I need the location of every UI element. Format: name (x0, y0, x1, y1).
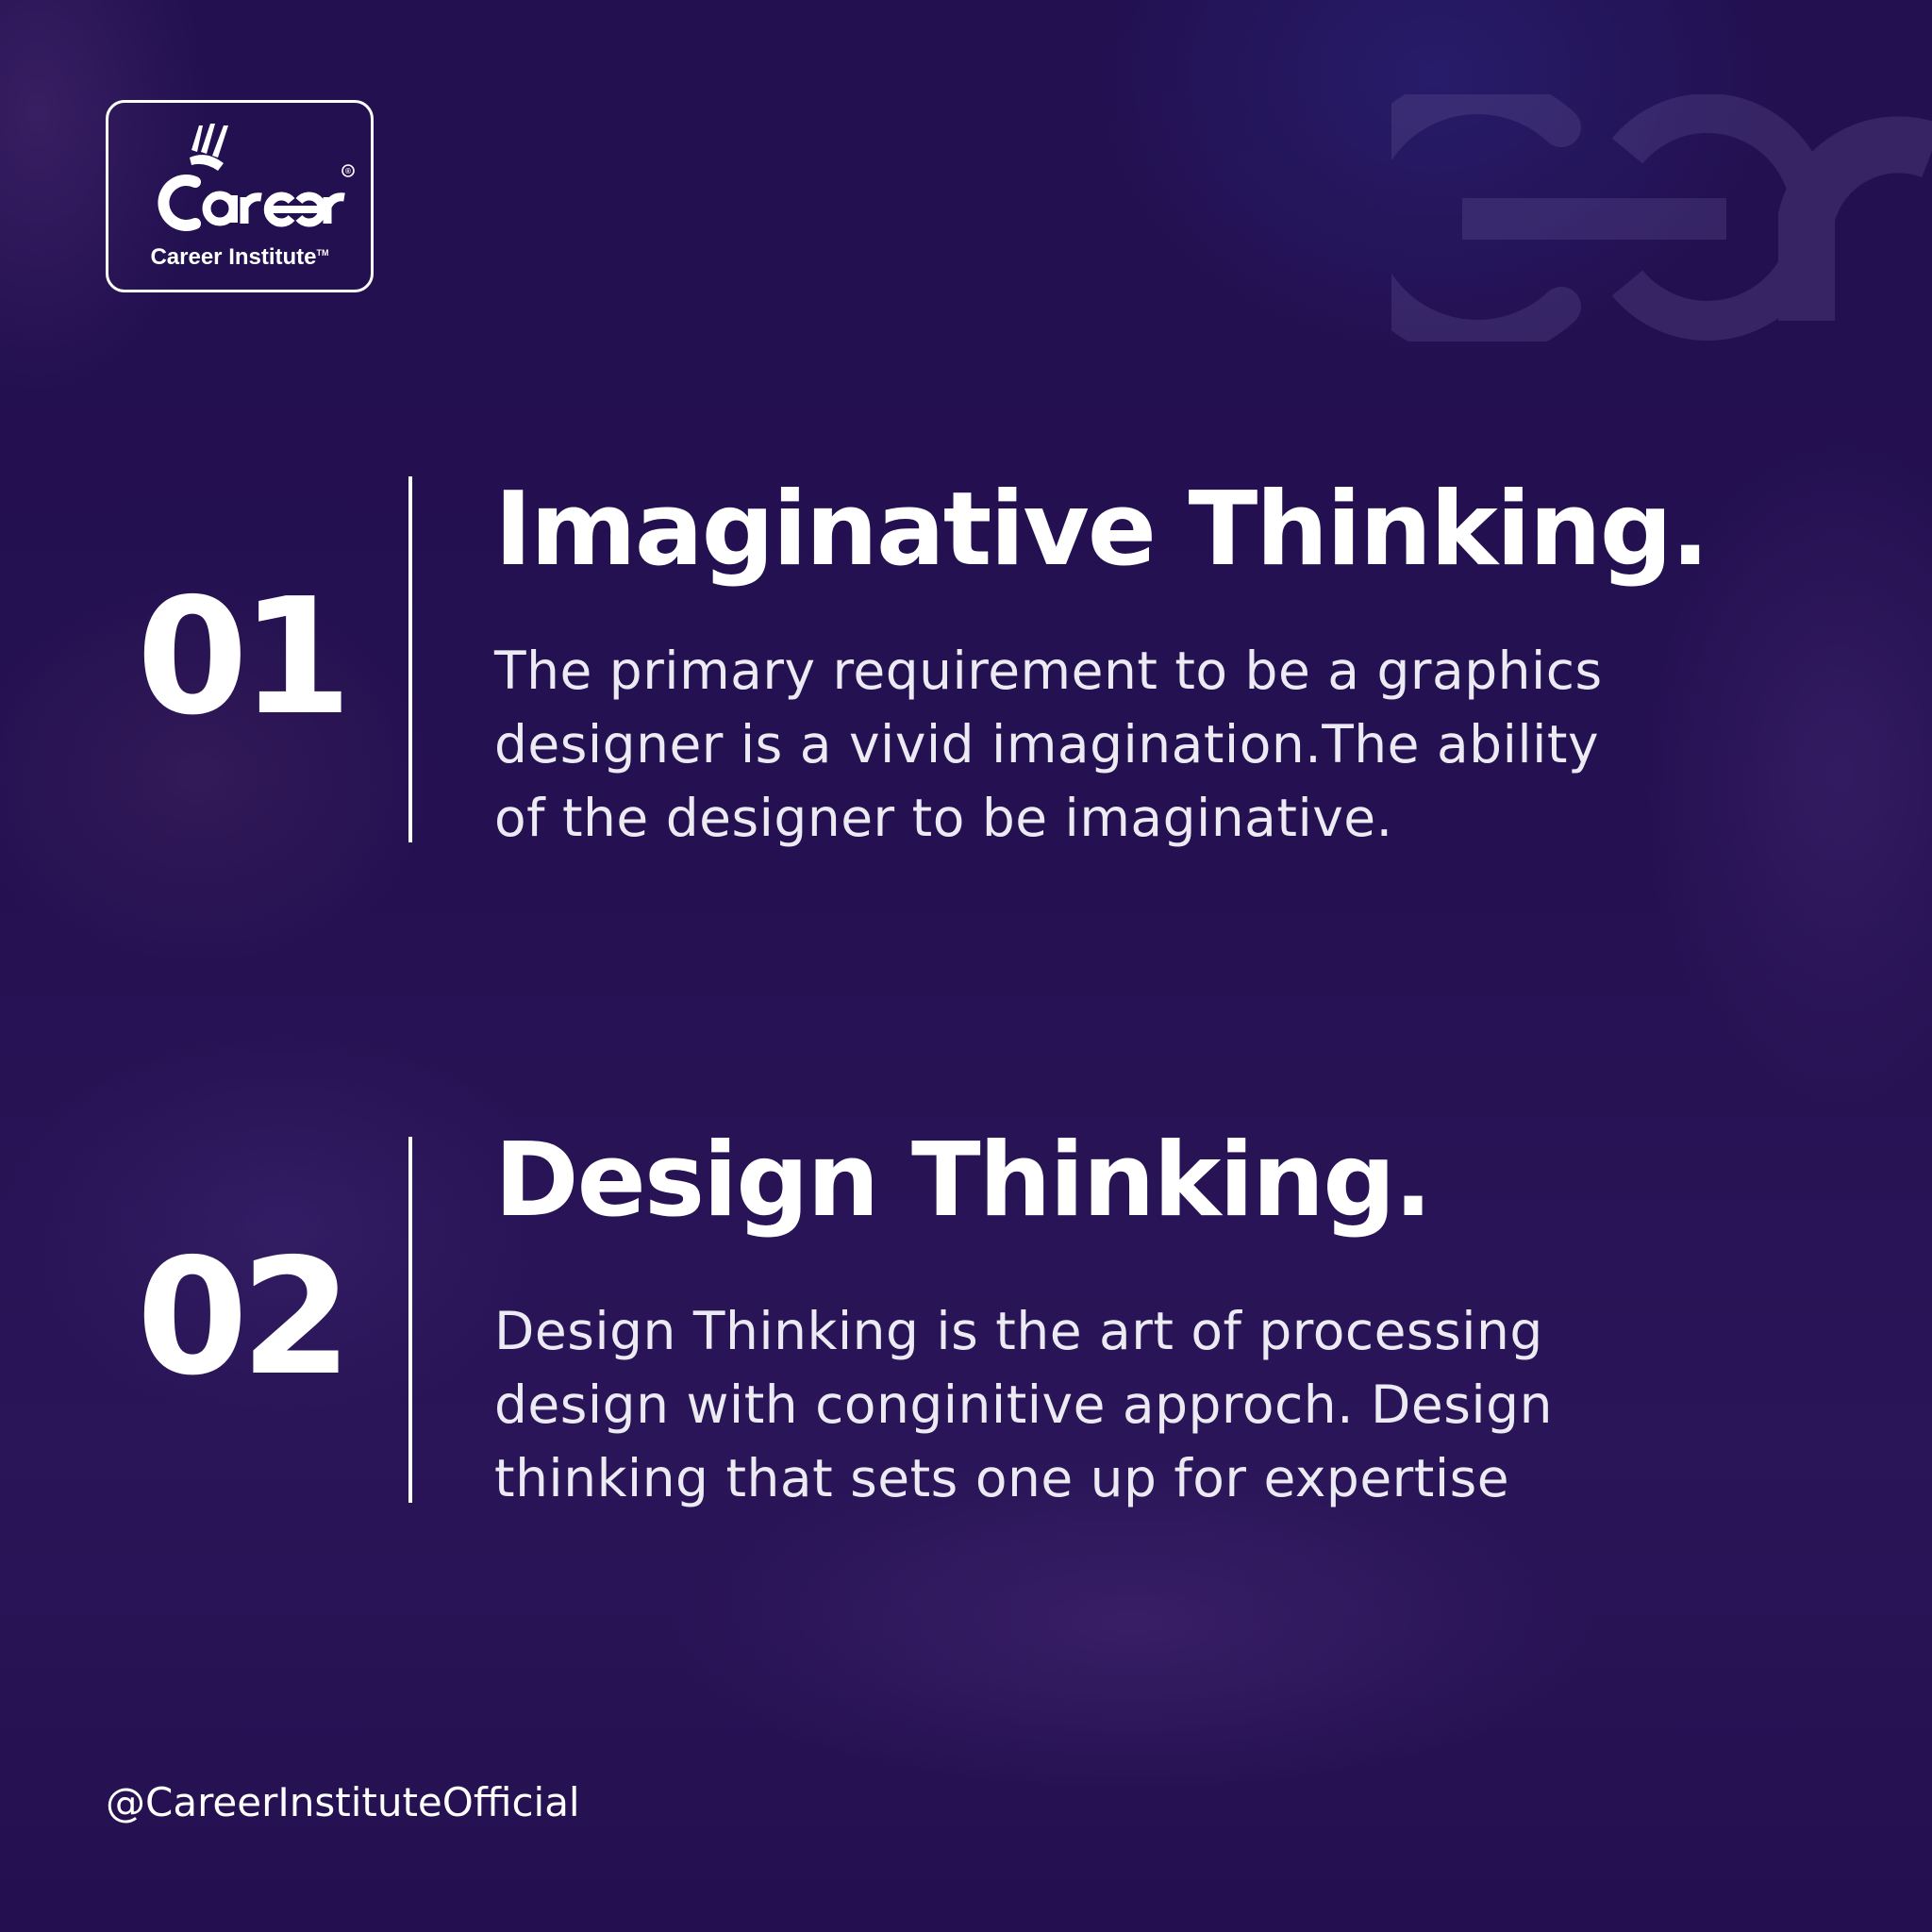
trademark-mark: TM (316, 248, 329, 258)
divider (408, 476, 412, 842)
career-watermark-icon (1391, 94, 1932, 341)
item-description: Design Thinking is the art of processing… (494, 1294, 1834, 1515)
description-line: design with conginitive approch. Design (494, 1374, 1553, 1435)
item-number: 01 (136, 564, 353, 751)
description-line: The primary requirement to be a graphics (494, 641, 1603, 701)
description-line: thinking that sets one up for expertise (494, 1448, 1510, 1508)
social-handle[interactable]: @CareerInstituteOfficial (106, 1779, 580, 1825)
career-logo[interactable]: ® Career InstituteTM (106, 100, 374, 292)
registered-mark: ® (345, 167, 351, 175)
logo-caption: Career InstituteTM (108, 244, 371, 271)
career-logo-icon: ® (158, 124, 355, 231)
item-number: 02 (136, 1224, 353, 1411)
item-title: Design Thinking. (494, 1122, 1433, 1240)
divider (408, 1137, 412, 1503)
item-description: The primary requirement to be a graphics… (494, 634, 1834, 855)
item-title: Imaginative Thinking. (494, 471, 1709, 589)
description-line: of the designer to be imaginative. (494, 788, 1393, 848)
logo-caption-text: Career Institute (150, 244, 317, 270)
description-line: designer is a vivid imagination.The abil… (494, 714, 1600, 774)
description-line: Design Thinking is the art of processing (494, 1301, 1543, 1361)
